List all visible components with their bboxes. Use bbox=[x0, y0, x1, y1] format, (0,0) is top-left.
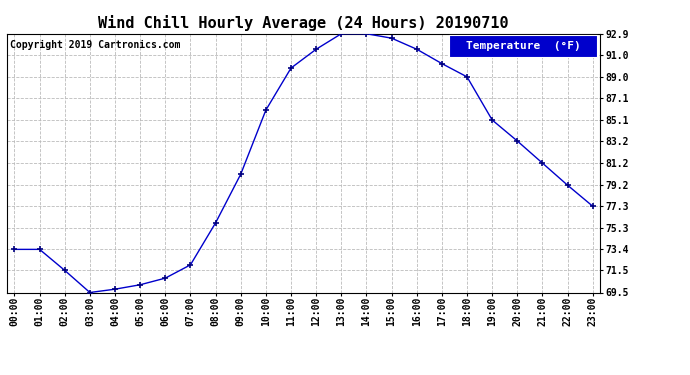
Text: Temperature  (°F): Temperature (°F) bbox=[466, 41, 580, 51]
Title: Wind Chill Hourly Average (24 Hours) 20190710: Wind Chill Hourly Average (24 Hours) 201… bbox=[98, 15, 509, 31]
Text: Copyright 2019 Cartronics.com: Copyright 2019 Cartronics.com bbox=[10, 40, 180, 50]
Bar bbox=[449, 35, 598, 57]
